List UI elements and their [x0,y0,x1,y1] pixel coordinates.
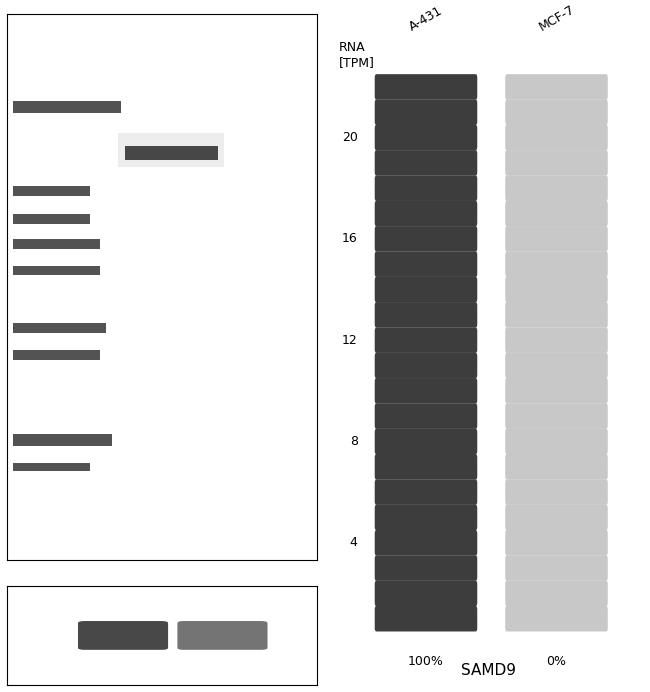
FancyBboxPatch shape [505,100,608,125]
FancyBboxPatch shape [505,327,608,353]
Text: 4: 4 [350,536,358,549]
FancyBboxPatch shape [374,150,477,176]
FancyBboxPatch shape [374,201,477,226]
FancyBboxPatch shape [374,125,477,150]
FancyBboxPatch shape [505,480,608,505]
FancyBboxPatch shape [374,100,477,125]
FancyBboxPatch shape [505,403,608,429]
Text: SAMD9: SAMD9 [461,664,515,678]
FancyBboxPatch shape [374,581,477,606]
FancyBboxPatch shape [505,581,608,606]
FancyBboxPatch shape [374,226,477,252]
FancyBboxPatch shape [374,353,477,379]
FancyBboxPatch shape [374,429,477,454]
FancyBboxPatch shape [13,434,112,446]
FancyBboxPatch shape [505,606,608,632]
Text: RNA
[TPM]: RNA [TPM] [339,41,375,69]
FancyBboxPatch shape [13,266,99,275]
FancyBboxPatch shape [505,125,608,150]
Text: 12: 12 [342,334,358,347]
FancyBboxPatch shape [505,74,608,100]
FancyBboxPatch shape [78,621,168,650]
FancyBboxPatch shape [505,454,608,480]
FancyBboxPatch shape [374,555,477,581]
FancyBboxPatch shape [505,201,608,226]
FancyBboxPatch shape [505,302,608,327]
Text: 20: 20 [342,131,358,144]
FancyBboxPatch shape [505,226,608,252]
FancyBboxPatch shape [505,251,608,277]
FancyBboxPatch shape [374,176,477,201]
FancyBboxPatch shape [374,606,477,632]
FancyBboxPatch shape [505,353,608,379]
FancyBboxPatch shape [13,350,99,360]
FancyBboxPatch shape [13,323,106,333]
FancyBboxPatch shape [505,176,608,201]
FancyBboxPatch shape [125,146,218,160]
FancyBboxPatch shape [118,133,224,167]
FancyBboxPatch shape [13,239,99,249]
Text: Low: Low [218,588,242,600]
FancyBboxPatch shape [13,463,90,471]
FancyBboxPatch shape [177,621,268,650]
FancyBboxPatch shape [374,327,477,353]
FancyBboxPatch shape [374,504,477,530]
FancyBboxPatch shape [374,480,477,505]
FancyBboxPatch shape [505,277,608,302]
FancyBboxPatch shape [13,100,122,113]
FancyBboxPatch shape [6,14,317,560]
FancyBboxPatch shape [374,454,477,480]
FancyBboxPatch shape [505,150,608,176]
Text: High: High [141,588,170,600]
FancyBboxPatch shape [13,186,90,197]
FancyBboxPatch shape [374,378,477,403]
FancyBboxPatch shape [374,74,477,100]
FancyBboxPatch shape [374,302,477,327]
FancyBboxPatch shape [374,530,477,556]
Text: 16: 16 [342,233,358,246]
FancyBboxPatch shape [505,429,608,454]
FancyBboxPatch shape [374,277,477,302]
Text: A-431: A-431 [407,5,445,34]
FancyBboxPatch shape [374,403,477,429]
Text: 100%: 100% [408,655,444,668]
Text: MCF-7: MCF-7 [536,3,577,34]
FancyBboxPatch shape [505,504,608,530]
FancyBboxPatch shape [13,214,90,224]
FancyBboxPatch shape [374,251,477,277]
Text: 0%: 0% [547,655,567,668]
FancyBboxPatch shape [505,555,608,581]
FancyBboxPatch shape [505,530,608,556]
Text: 8: 8 [350,435,358,448]
FancyBboxPatch shape [505,378,608,403]
